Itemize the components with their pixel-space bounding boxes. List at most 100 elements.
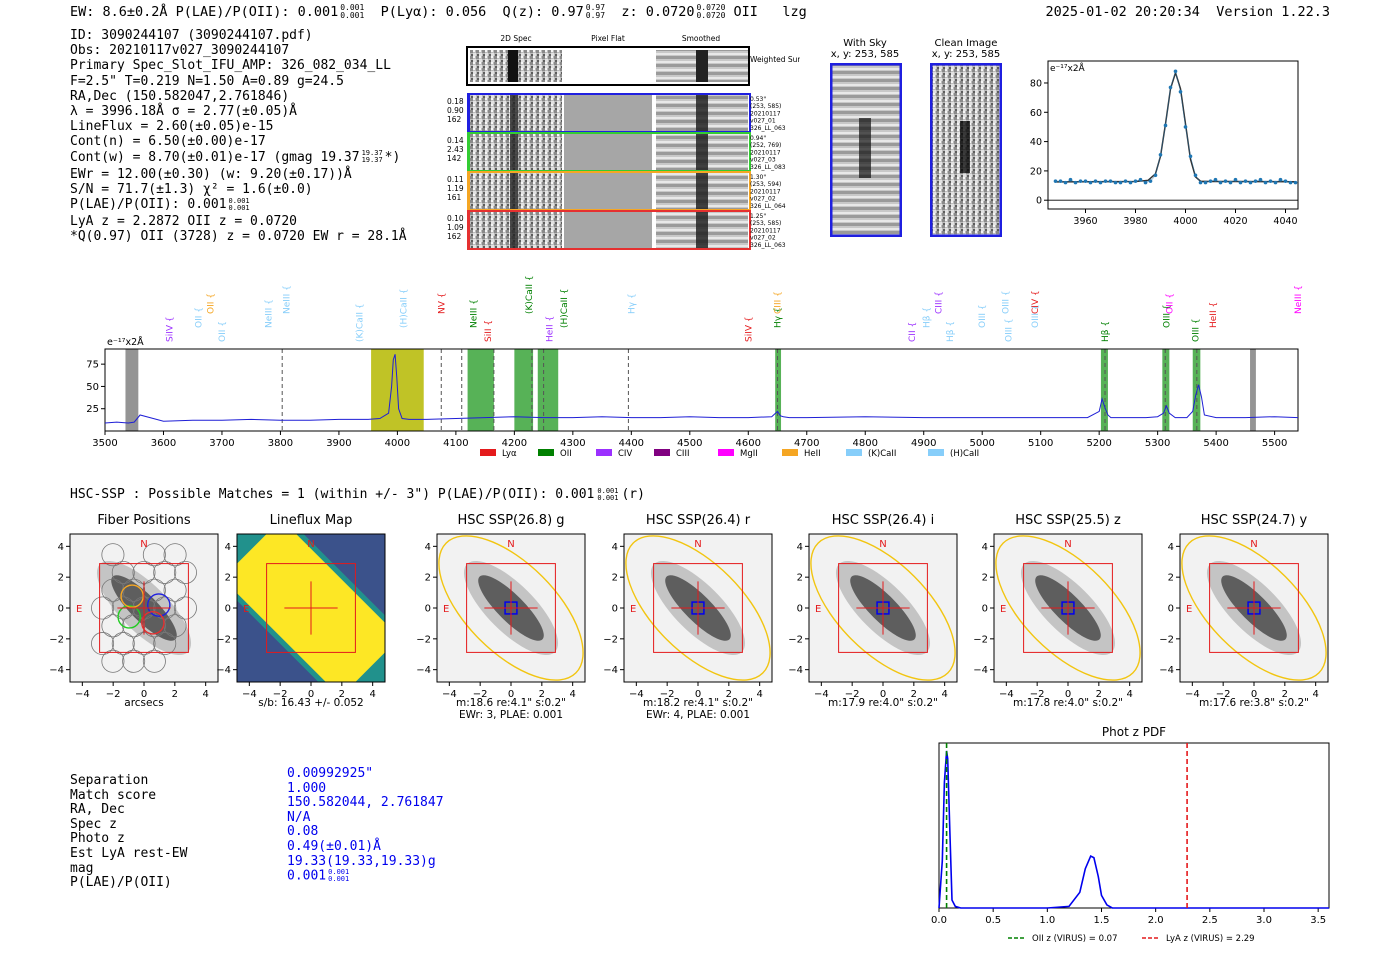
- header-ew: EW: 8.6±0.2Å P(LAE)/P(OII): 0.001: [70, 4, 339, 20]
- legend-label: Lyα: [502, 449, 517, 459]
- line-id-label: OIII {: [1192, 318, 1202, 342]
- spectra-cutouts: 2D Spec Pixel Flat Smoothed Weighted Sum…: [447, 34, 800, 250]
- y-tick-label: −2: [216, 634, 231, 645]
- line-id-label: Hβ {: [946, 321, 956, 342]
- y-tick-label: 0: [225, 604, 231, 615]
- x-tick-label: 1.5: [1094, 915, 1110, 926]
- stamp-caption-extra: EWr: 4, PLAE: 0.001: [645, 709, 751, 721]
- x-tick-label: 5100: [1028, 438, 1053, 449]
- x-tick-label: 5200: [1086, 438, 1111, 449]
- match-label: Photo z: [70, 831, 125, 847]
- cutout-line-trace: [510, 212, 518, 248]
- fit-data-point: [1118, 180, 1123, 185]
- line-id-label: SiIV {: [744, 316, 754, 342]
- cutout-row-note: 326_LL_083: [750, 164, 786, 171]
- hsc-summary: HSC-SSP : Possible Matches = 1 (within +…: [70, 487, 645, 502]
- info-line: Cont(w) = 8.70(±0.01)e-17 (gmag 19.37 19.…: [70, 150, 407, 167]
- cutout-row-marker: [467, 94, 470, 132]
- match-value: 0.08: [287, 824, 319, 840]
- y-tick-label: 2: [982, 573, 988, 584]
- x-tick-label: 2.0: [1148, 915, 1164, 926]
- line-id-label: OIII {: [1031, 304, 1041, 328]
- x-tick-label: −2: [845, 689, 860, 700]
- info-plae-sub: 0.001: [228, 203, 250, 212]
- y-tick-label: −4: [1159, 665, 1174, 676]
- x-tick-label: 0: [308, 689, 314, 700]
- x-tick-label: 4800: [853, 438, 878, 449]
- info-line: EWr = 12.00(±0.30) (w: 9.20(±0.17))Å: [70, 166, 352, 182]
- hsc-summary-text: HSC-SSP : Possible Matches = 1 (within +…: [70, 487, 595, 502]
- stamp-title: HSC SSP(24.7) y: [1200, 513, 1308, 528]
- shaded-region: [1162, 349, 1170, 431]
- cutout-row-note: 326_LL_063: [750, 125, 786, 132]
- info-line: F=2.5" T=0.219 N=1.50 A=0.89 g=24.5: [70, 73, 344, 89]
- fit-data-point: [1183, 125, 1188, 129]
- fit-data-point: [1198, 180, 1203, 185]
- x-tick-label: 4: [202, 689, 208, 700]
- legend-swatch: [782, 449, 798, 456]
- line-id-label: Hβ {: [923, 307, 933, 328]
- y-tick-label: 4: [612, 542, 618, 553]
- plot-frame: [938, 742, 1330, 909]
- info-contw-sup: 19.37: [361, 149, 383, 158]
- line-id-label: HeII {: [1209, 302, 1219, 328]
- with-sky-coords: x, y: 253, 585: [830, 49, 900, 60]
- legend-label: (H)CaII: [950, 449, 979, 459]
- fit-data-point: [1223, 179, 1228, 183]
- line-id-label: (K)CaII {: [355, 303, 365, 342]
- info-line: S/N = 71.7(±1.3) χ² = 1.6(±0.0): [70, 181, 313, 197]
- fit-data-point: [1293, 180, 1298, 185]
- stamp-title: HSC SSP(26.4) i: [831, 513, 935, 528]
- y-tick-label: 2: [425, 573, 431, 584]
- x-tick-label: 4200: [502, 438, 527, 449]
- fit-data-point: [1128, 180, 1133, 185]
- with-sky-title: With Sky: [843, 38, 887, 49]
- line-id-label: OII {: [195, 307, 205, 328]
- shaded-region: [1250, 349, 1256, 431]
- cutout-row-note: 20210117: [750, 188, 781, 195]
- cutout-row-value: 1.19: [447, 184, 464, 193]
- x-tick-label: 3900: [326, 438, 351, 449]
- fit-data-point: [1253, 179, 1258, 183]
- search-box: [466, 563, 556, 653]
- header-qz-sub: 0.97: [585, 11, 606, 20]
- line-id-label: CII {: [908, 322, 918, 342]
- fit-data-point: [1283, 179, 1288, 183]
- info-line: Cont(n) = 6.50(±0.00)e-17: [70, 134, 266, 150]
- header-qz: Q(z): 0.97: [502, 4, 584, 20]
- x-tick-label: 4020: [1223, 216, 1247, 227]
- fit-data-point: [1138, 177, 1143, 182]
- x-tick-label: 4: [941, 689, 947, 700]
- fit-data-point: [1088, 180, 1093, 185]
- stamp-caption: arcsecs: [124, 697, 164, 709]
- cutout-row-value: 0.11: [447, 175, 464, 184]
- fiber-circle: [91, 632, 115, 656]
- line-id-label: OII {: [206, 293, 216, 314]
- y-tick-label: 20: [1030, 166, 1042, 177]
- cutout-row-value: 162: [447, 115, 462, 124]
- fiber-circle: [101, 543, 125, 567]
- info-line: LyA z = 2.2872 OII z = 0.0720: [70, 214, 297, 230]
- compass-north: N: [1250, 539, 1257, 550]
- y-tick-label: 2: [1168, 573, 1174, 584]
- x-tick-label: −2: [106, 689, 121, 700]
- cutout-smooth-trace: [696, 95, 708, 131]
- y-tick-label: 40: [1030, 137, 1042, 148]
- x-tick-label: 2: [726, 689, 732, 700]
- imaging-stamps: Fiber Positions N E −4 −4 −2 −2 0 0 2 2 4 4 arcsecs Li…: [0, 510, 1400, 725]
- x-tick-label: 4040: [1273, 216, 1297, 227]
- y-tick-label: 4: [797, 542, 803, 553]
- x-tick-label: −4: [629, 689, 644, 700]
- fiber-circle: [101, 614, 125, 638]
- fit-data-point: [1208, 179, 1213, 183]
- header-summary: EW: 8.6±0.2Å P(LAE)/P(OII): 0.001 0.001 0.…: [70, 4, 807, 21]
- col-2d-spec: 2D Spec: [500, 34, 531, 43]
- aperture-ellipse: [625, 535, 771, 681]
- x-tick-label: 3600: [151, 438, 176, 449]
- hsc-plae-sub: 0.001: [597, 493, 619, 502]
- match-plae-sup: 0.001: [328, 868, 350, 877]
- cutout-row-note: 0.94": [750, 135, 766, 142]
- x-tick-label: 5400: [1203, 438, 1228, 449]
- aperture-ellipse: [1181, 535, 1327, 681]
- fiber-highlight: [147, 593, 171, 617]
